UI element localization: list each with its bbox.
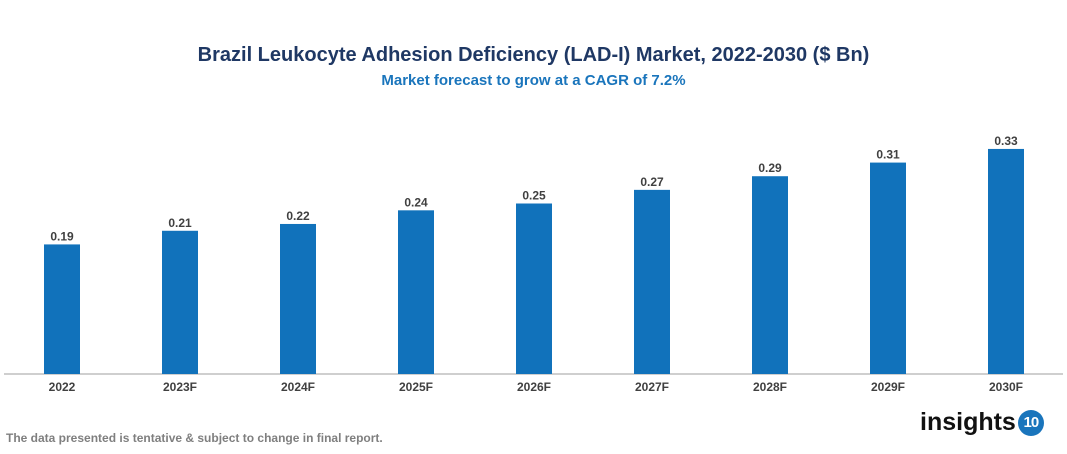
bar-2026F [516, 203, 552, 374]
x-tick-label-2030F: 2030F [989, 380, 1023, 394]
bar-2027F [634, 189, 670, 374]
bar-2024F [280, 223, 316, 374]
data-label-2028F: 0.29 [758, 161, 782, 175]
x-tick-label-2025F: 2025F [399, 380, 433, 394]
data-label-2030F: 0.33 [994, 134, 1018, 148]
chart-title: Brazil Leukocyte Adhesion Deficiency (LA… [197, 44, 870, 66]
bar-2023F [162, 230, 198, 374]
x-tick-label-2028F: 2028F [753, 380, 787, 394]
bar-2022 [44, 244, 80, 374]
bar-2030F [988, 148, 1024, 374]
bar-2029F [870, 162, 906, 374]
x-tick-label-2029F: 2029F [871, 380, 905, 394]
x-tick-label-2026F: 2026F [517, 380, 551, 394]
data-label-2025F: 0.24 [404, 195, 428, 209]
footnote: The data presented is tentative & subjec… [6, 431, 383, 445]
x-tick-label-2024F: 2024F [281, 380, 315, 394]
logo-badge: 10 [1017, 409, 1044, 436]
data-label-2023F: 0.21 [168, 216, 192, 230]
x-tick-label-2027F: 2027F [635, 380, 669, 394]
data-label-2027F: 0.27 [640, 175, 664, 189]
x-tick-label-2023F: 2023F [163, 380, 197, 394]
data-label-2026F: 0.25 [522, 189, 546, 203]
chart-subtitle: Market forecast to grow at a CAGR of 7.2… [381, 72, 686, 89]
data-label-2024F: 0.22 [286, 209, 310, 223]
bar-2025F [398, 210, 434, 374]
data-label-2022: 0.19 [50, 229, 74, 243]
insights10-logo: insights 10 [920, 408, 1044, 437]
data-label-2029F: 0.31 [876, 148, 900, 162]
bar-2028F [752, 176, 788, 374]
logo-text: insights [920, 408, 1016, 436]
x-tick-label-2022: 2022 [49, 380, 76, 394]
